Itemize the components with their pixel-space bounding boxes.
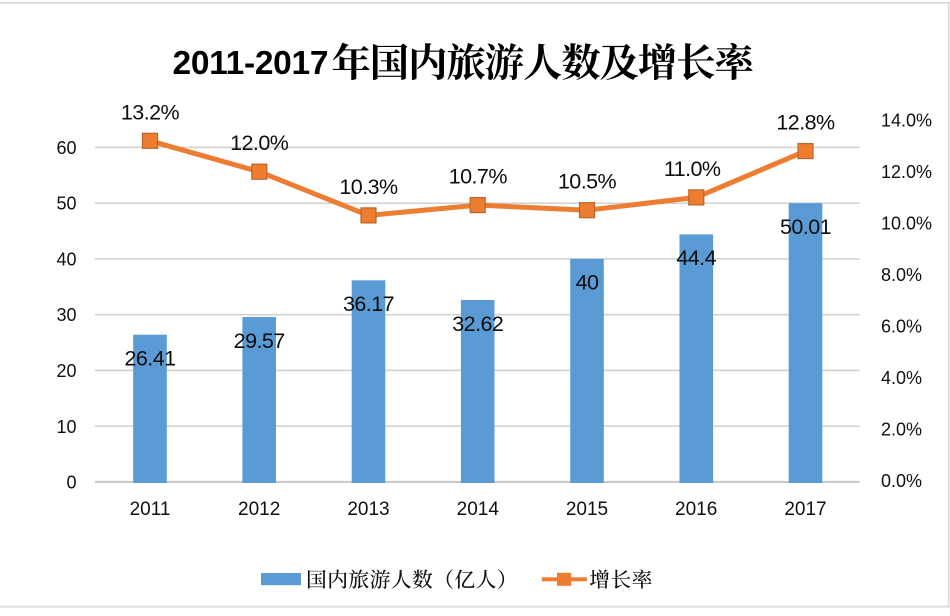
svg-text:29.57: 29.57 [234,329,285,353]
svg-text:10.7%: 10.7% [449,165,508,189]
svg-text:10.0%: 10.0% [881,213,932,233]
svg-text:20: 20 [56,361,76,381]
svg-text:12.0%: 12.0% [230,131,289,155]
svg-text:8.0%: 8.0% [881,265,922,285]
svg-text:10.5%: 10.5% [558,170,617,194]
svg-text:2011-2017: 2011-2017 [173,45,329,82]
svg-text:13.2%: 13.2% [121,100,180,124]
svg-text:2011: 2011 [130,499,171,520]
svg-text:50: 50 [56,194,76,214]
svg-text:26.41: 26.41 [124,347,175,371]
svg-text:6.0%: 6.0% [881,316,922,336]
svg-text:2017: 2017 [784,499,826,520]
svg-text:4.0%: 4.0% [881,368,922,388]
svg-text:2.0%: 2.0% [881,420,922,440]
svg-text:2013: 2013 [347,499,389,520]
svg-text:2015: 2015 [566,499,608,520]
svg-text:40: 40 [576,271,599,295]
svg-text:10.3%: 10.3% [339,175,398,199]
svg-text:2016: 2016 [675,499,717,520]
svg-text:44.4: 44.4 [676,246,716,270]
svg-text:50.01: 50.01 [780,215,831,239]
svg-text:60: 60 [56,138,76,158]
svg-text:10: 10 [56,417,76,437]
svg-text:12.0%: 12.0% [881,162,932,182]
svg-text:12.8%: 12.8% [776,111,835,135]
svg-text:0.0%: 0.0% [881,471,922,491]
svg-text:0: 0 [66,473,76,493]
svg-text:40: 40 [56,250,76,270]
svg-text:2012: 2012 [238,499,280,520]
svg-text:14.0%: 14.0% [881,110,932,130]
svg-text:11.0%: 11.0% [664,157,721,181]
svg-text:36.17: 36.17 [343,292,394,316]
svg-text:30: 30 [56,305,76,325]
svg-text:2014: 2014 [457,499,500,520]
svg-text:32.62: 32.62 [452,312,503,336]
